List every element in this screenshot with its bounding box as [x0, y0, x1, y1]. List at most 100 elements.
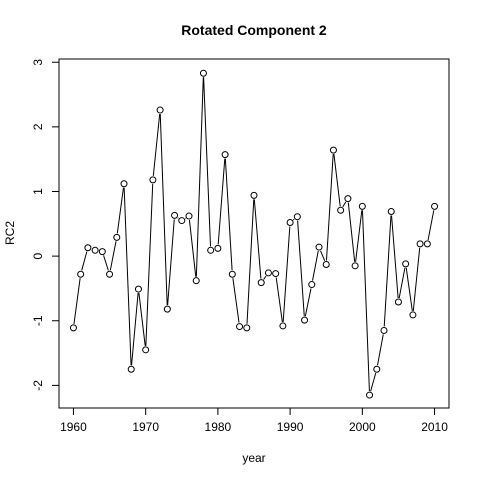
data-point	[127, 365, 135, 373]
data-point	[308, 281, 316, 289]
y-tick-label: 3	[31, 59, 45, 66]
x-tick-label: 1970	[132, 420, 159, 434]
data-point	[171, 211, 179, 219]
series-line-segment	[188, 219, 197, 277]
data-point	[286, 219, 294, 227]
y-axis-label: RC2	[3, 221, 17, 245]
x-tick-label: 1980	[205, 420, 232, 434]
data-point	[207, 246, 215, 254]
data-point	[228, 270, 236, 278]
series-rc2	[69, 69, 439, 399]
data-point	[394, 298, 402, 306]
data-point	[214, 244, 222, 252]
series-line-segment	[123, 187, 132, 366]
y-tick-label: -2	[31, 380, 45, 391]
data-point	[423, 240, 431, 248]
series-line-segment	[370, 372, 377, 392]
data-point	[366, 391, 374, 399]
series-line-segment	[383, 215, 392, 327]
series-line-segment	[263, 275, 267, 280]
data-point	[322, 261, 330, 269]
x-tick-label: 1990	[277, 420, 304, 434]
x-tick-label: 2000	[349, 420, 376, 434]
series-line-segment	[282, 226, 291, 322]
series-line-segment	[195, 77, 204, 277]
series-line-segment	[427, 210, 435, 241]
series-line-segment	[253, 199, 262, 279]
series-line-segment	[224, 158, 233, 271]
series-line-segment	[116, 187, 124, 234]
y-tick-label: 1	[31, 188, 45, 195]
series-line-segment	[355, 210, 363, 262]
series-line-segment	[103, 255, 109, 271]
series-line-segment	[145, 183, 154, 346]
data-point	[344, 195, 352, 203]
series-line-segment	[109, 241, 117, 271]
y-tick-label: 0	[31, 252, 45, 259]
data-point	[134, 285, 142, 293]
y-tick-label: 2	[31, 123, 45, 130]
data-point	[301, 316, 309, 324]
data-point	[257, 279, 265, 287]
series-line-segment	[167, 219, 175, 306]
series-line-segment	[320, 250, 326, 262]
series-line-segment	[159, 114, 168, 306]
data-point	[337, 206, 345, 214]
data-point	[272, 270, 280, 278]
data-point	[373, 365, 381, 373]
y-axis: -2 -1 0 1 2 3	[31, 59, 59, 391]
series-line-segment	[412, 247, 421, 312]
data-point	[185, 212, 193, 220]
series-line-segment	[333, 154, 341, 207]
series-line-segment	[292, 218, 295, 221]
series-line-segment	[405, 267, 413, 312]
series-line-segment	[177, 217, 179, 219]
data-point	[315, 243, 323, 251]
series-line-segment	[246, 199, 255, 324]
data-point	[250, 191, 258, 199]
data-point	[416, 240, 424, 248]
data-point	[221, 151, 229, 159]
series-line-segment	[297, 220, 305, 317]
series-line-segment	[217, 158, 226, 245]
data-point	[358, 202, 366, 210]
series-line-segment	[131, 293, 139, 366]
data-point	[156, 106, 164, 114]
data-point	[91, 246, 99, 254]
data-point	[84, 244, 92, 252]
data-point	[106, 270, 114, 278]
data-point	[409, 311, 417, 319]
x-tick-label: 1960	[60, 420, 87, 434]
series-line-segment	[312, 250, 319, 281]
data-point	[351, 262, 359, 270]
series-line-segment	[391, 215, 399, 299]
series-line-segment	[398, 267, 406, 299]
data-point	[431, 202, 439, 210]
series-line-segment	[304, 288, 312, 317]
data-point	[243, 324, 251, 332]
series-line-segment	[81, 251, 88, 271]
data-point	[98, 248, 106, 256]
series-line-segment	[325, 154, 334, 261]
data-point	[69, 324, 77, 332]
data-point	[149, 176, 157, 184]
data-point	[279, 322, 287, 330]
series-line-segment	[152, 113, 161, 176]
data-point	[380, 326, 388, 334]
data-point	[199, 69, 207, 77]
data-point	[77, 270, 85, 278]
data-point	[264, 269, 272, 277]
data-point	[192, 277, 200, 285]
data-point	[387, 208, 395, 216]
series-line-segment	[342, 201, 347, 208]
y-tick-label: -1	[31, 315, 45, 326]
data-point	[402, 260, 410, 268]
plot-frame	[58, 58, 450, 409]
chart-title: Rotated Component 2	[181, 22, 327, 38]
series-line-segment	[275, 277, 283, 323]
data-point	[236, 323, 244, 331]
series-line-segment	[377, 334, 384, 366]
data-point	[113, 233, 121, 241]
data-point	[293, 213, 301, 221]
series-line-segment	[347, 202, 356, 262]
